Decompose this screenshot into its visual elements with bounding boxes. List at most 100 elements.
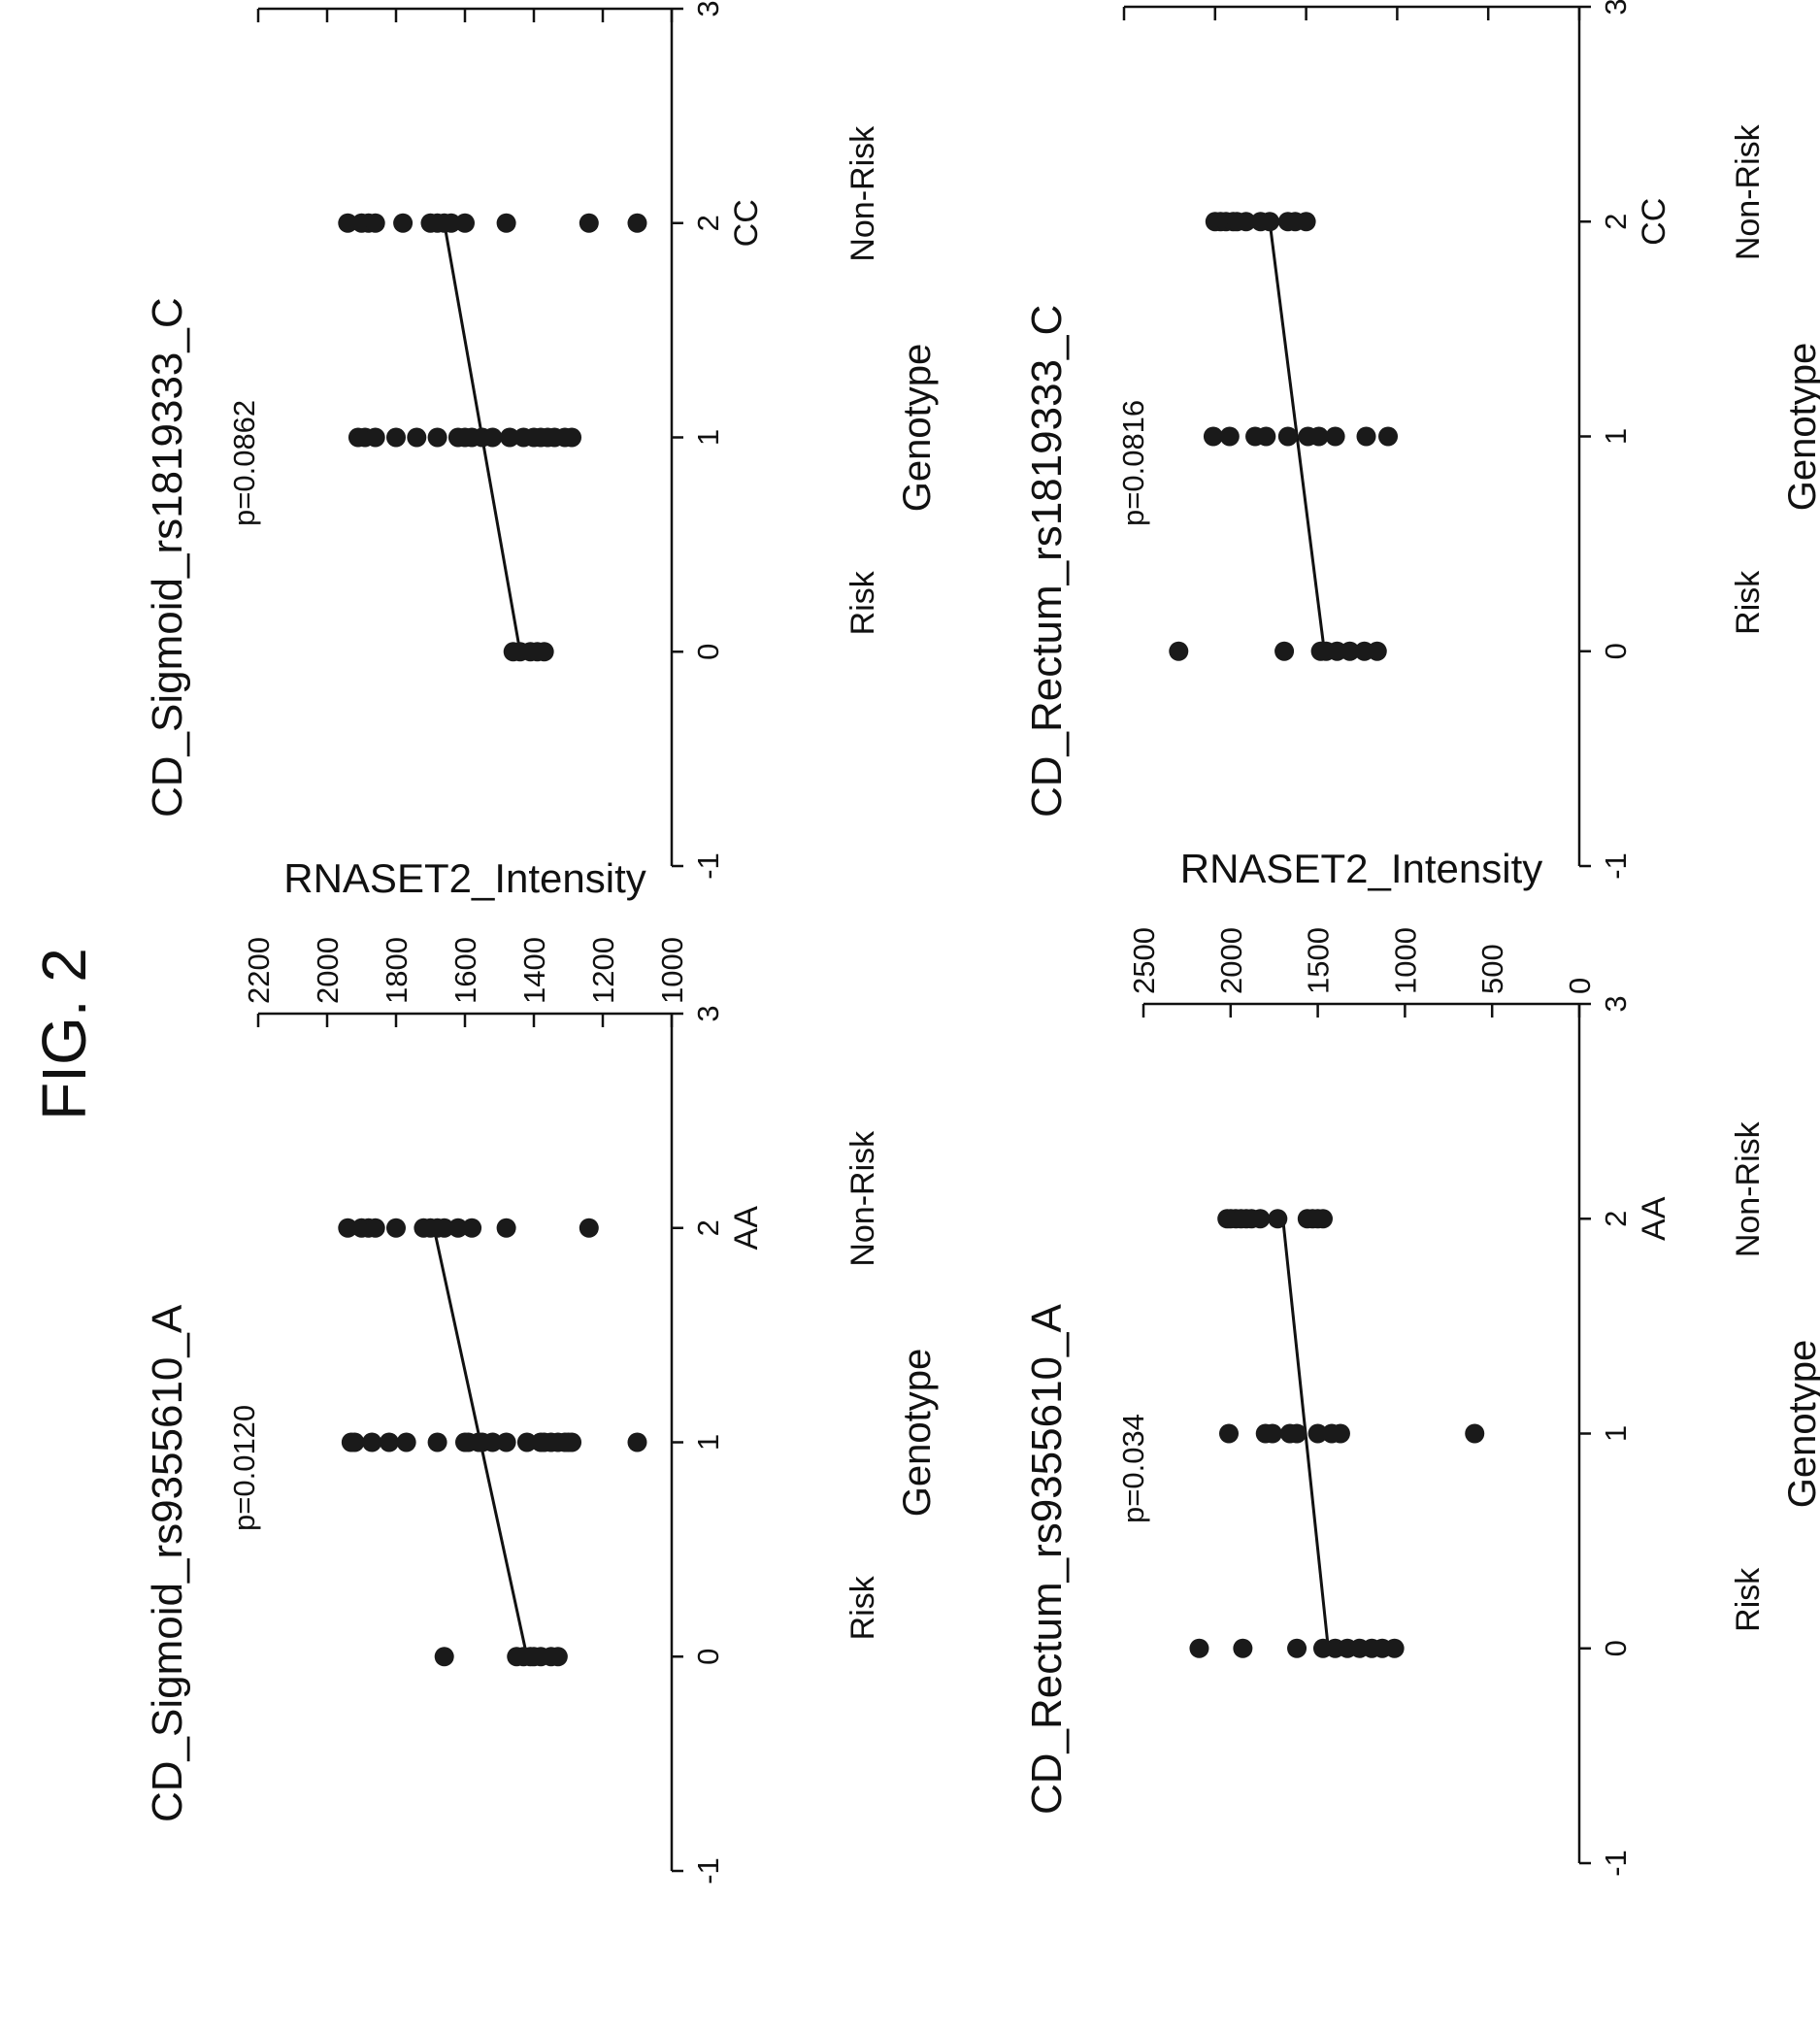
chart-sigmoid-rs1819333: CD_Sigmoid_rs1819333_Cp=0.0862-101231000… <box>144 0 939 880</box>
data-point <box>627 1432 647 1452</box>
y-tick-label: 2500 <box>1127 927 1161 994</box>
x-tick-label: 2 <box>1599 1211 1633 1227</box>
data-point <box>1203 426 1223 447</box>
category-nonrisk-label: Non-Risk <box>1730 1120 1767 1257</box>
data-point <box>1189 1638 1209 1658</box>
y-tick-label: 2200 <box>242 937 276 1004</box>
data-point <box>393 213 414 233</box>
x-tick-label: 2 <box>1599 214 1633 230</box>
x-tick-label: -1 <box>691 852 725 880</box>
data-point <box>1367 641 1387 661</box>
data-point <box>1219 1423 1240 1444</box>
data-point <box>462 1218 482 1238</box>
x-tick-label: -1 <box>691 1857 725 1885</box>
y-tick-label: 500 <box>1475 944 1509 994</box>
x-axis-label: Genotype <box>1781 343 1820 511</box>
x-tick-label: 0 <box>1599 1640 1633 1656</box>
y-tick-label: 1600 <box>448 937 482 1004</box>
y-tick-label: 1800 <box>380 937 414 1004</box>
category-genotype-label: CC <box>1636 198 1672 246</box>
data-point <box>496 1218 516 1238</box>
data-point <box>386 1218 406 1238</box>
y-tick-label: 2000 <box>311 937 345 1004</box>
data-point <box>365 427 385 448</box>
y-tick-label: 0 <box>1563 978 1597 994</box>
data-point <box>1250 1209 1271 1229</box>
category-risk-label: Risk <box>844 1575 881 1640</box>
data-point <box>362 1432 382 1452</box>
data-point <box>338 213 358 233</box>
x-tick-label: 1 <box>691 429 725 446</box>
data-point <box>1356 426 1376 447</box>
data-point <box>562 1432 582 1452</box>
data-point <box>427 1432 447 1452</box>
p-value-label: p=0.0120 <box>227 1405 261 1531</box>
data-point <box>579 213 599 233</box>
panel-title: CD_Rectum_rs1819333_C <box>1023 305 1071 818</box>
data-point <box>386 427 406 448</box>
data-point <box>500 427 520 448</box>
data-point <box>1330 1423 1350 1444</box>
data-point <box>547 1647 568 1667</box>
chart-rectum-rs9355610: CD_Rectum_rs9355610_A p=0.034-10123050010… <box>1023 846 1820 1877</box>
data-point <box>338 1218 358 1238</box>
x-axis-label: Genotype <box>896 1349 939 1517</box>
x-tick-label: 3 <box>691 1005 725 1021</box>
x-tick-label: 2 <box>691 1219 725 1236</box>
p-value-label: p=0.0862 <box>227 400 261 526</box>
category-nonrisk-label: Non-Risk <box>844 125 881 262</box>
data-point <box>496 1432 516 1452</box>
data-point <box>1277 426 1298 447</box>
data-point <box>379 1432 399 1452</box>
x-tick-label: 1 <box>1599 1425 1633 1442</box>
data-point <box>482 427 503 448</box>
data-point <box>1274 641 1295 661</box>
data-point <box>534 642 554 662</box>
data-point <box>1268 1209 1288 1229</box>
x-tick-label: 1 <box>691 1434 725 1451</box>
y-tick-label: 1200 <box>586 937 620 1004</box>
data-point <box>455 213 475 233</box>
y-axis-label: RNASET2_Intensity <box>283 855 646 901</box>
p-value-label: p=0.0816 <box>1116 400 1150 526</box>
data-point <box>345 1432 365 1452</box>
data-point <box>1169 641 1189 661</box>
y-axis-label: RNASET2_Intensity <box>1180 846 1543 891</box>
category-genotype-label: CC <box>728 199 765 247</box>
y-tick-label: 2000 <box>1214 927 1248 994</box>
y-tick-label: 1500 <box>1302 927 1336 994</box>
data-point <box>1260 212 1280 232</box>
category-risk-label: Risk <box>844 570 881 635</box>
x-tick-label: 3 <box>1599 995 1633 1012</box>
data-point <box>407 427 427 448</box>
panel-title: CD_Sigmoid_rs9355610_A <box>144 1304 191 1822</box>
y-tick-label: 1000 <box>655 937 689 1004</box>
data-point <box>365 1218 385 1238</box>
x-tick-label: -1 <box>1599 1850 1633 1877</box>
category-genotype-label: AA <box>728 1206 765 1251</box>
data-point <box>516 1432 537 1452</box>
chart-rectum-rs1819333: CD_Rectum_rs1819333_Cp=0.0816-1012305001… <box>1023 0 1820 880</box>
data-point <box>579 1218 599 1238</box>
category-risk-label: Risk <box>1730 1567 1767 1632</box>
x-tick-label: 0 <box>691 644 725 660</box>
x-tick-label: 3 <box>1599 0 1633 16</box>
x-tick-label: 0 <box>691 1649 725 1665</box>
data-point <box>1378 426 1399 447</box>
figure-title: FIG. 2 <box>29 948 99 1120</box>
data-point <box>1296 212 1316 232</box>
data-point <box>427 427 447 448</box>
data-point <box>1233 1638 1253 1658</box>
x-tick-label: -1 <box>1599 852 1633 880</box>
x-axis-label: Genotype <box>896 344 939 512</box>
panel-title: CD_Sigmoid_rs1819333_C <box>144 297 191 818</box>
data-point <box>562 427 582 448</box>
data-point <box>441 213 461 233</box>
y-tick-label: 1400 <box>517 937 551 1004</box>
data-point <box>1312 1209 1333 1229</box>
category-risk-label: Risk <box>1730 570 1767 635</box>
data-point <box>627 213 647 233</box>
